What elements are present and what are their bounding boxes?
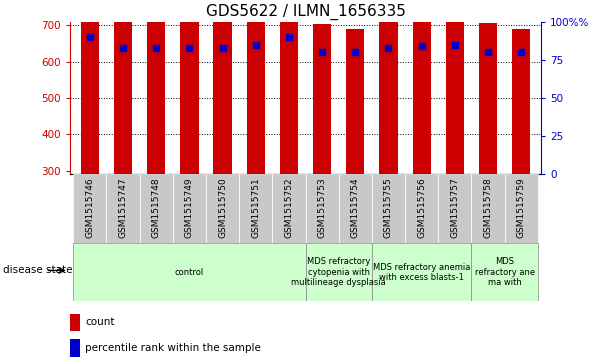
Bar bbox=[147, 2, 165, 174]
Text: GSM1515758: GSM1515758 bbox=[483, 178, 492, 238]
Bar bbox=[73, 174, 106, 243]
Point bbox=[317, 49, 327, 55]
Bar bbox=[70, 339, 80, 357]
Text: GSM1515755: GSM1515755 bbox=[384, 178, 393, 238]
Title: GDS5622 / ILMN_1656335: GDS5622 / ILMN_1656335 bbox=[206, 4, 406, 20]
Bar bbox=[247, 0, 265, 174]
Bar bbox=[70, 314, 80, 331]
Bar bbox=[81, 0, 99, 174]
Bar bbox=[239, 174, 272, 243]
Bar bbox=[372, 243, 471, 301]
Point bbox=[251, 42, 261, 48]
Bar bbox=[305, 243, 372, 301]
Bar bbox=[471, 174, 505, 243]
Text: GSM1515751: GSM1515751 bbox=[251, 178, 260, 238]
Bar bbox=[173, 174, 206, 243]
Bar bbox=[339, 174, 372, 243]
Point bbox=[284, 34, 294, 40]
Bar bbox=[413, 0, 431, 174]
Bar bbox=[305, 174, 339, 243]
Bar bbox=[438, 174, 471, 243]
Point bbox=[384, 45, 393, 50]
Text: GSM1515754: GSM1515754 bbox=[351, 178, 360, 238]
Bar bbox=[446, 0, 464, 174]
Bar bbox=[106, 174, 140, 243]
Bar bbox=[213, 0, 232, 174]
Point bbox=[483, 49, 493, 55]
Bar bbox=[346, 29, 364, 174]
Point bbox=[151, 45, 161, 50]
Text: count: count bbox=[86, 317, 115, 327]
Text: GSM1515752: GSM1515752 bbox=[285, 178, 294, 238]
Text: GSM1515759: GSM1515759 bbox=[517, 178, 526, 238]
Bar bbox=[313, 24, 331, 174]
Point bbox=[118, 45, 128, 50]
Bar bbox=[505, 174, 538, 243]
Text: GSM1515753: GSM1515753 bbox=[317, 178, 326, 238]
Point bbox=[417, 43, 427, 49]
Text: GSM1515746: GSM1515746 bbox=[85, 178, 94, 238]
Bar bbox=[73, 243, 305, 301]
Text: GSM1515757: GSM1515757 bbox=[451, 178, 459, 238]
Bar bbox=[405, 174, 438, 243]
Text: GSM1515756: GSM1515756 bbox=[417, 178, 426, 238]
Text: percentile rank within the sample: percentile rank within the sample bbox=[86, 343, 261, 353]
Bar bbox=[280, 0, 298, 174]
Bar bbox=[379, 1, 398, 174]
Text: GSM1515749: GSM1515749 bbox=[185, 178, 194, 238]
Bar bbox=[512, 29, 530, 174]
Bar bbox=[180, 7, 198, 174]
Text: control: control bbox=[174, 268, 204, 277]
Bar bbox=[372, 174, 405, 243]
Text: disease state: disease state bbox=[3, 265, 72, 276]
Bar bbox=[114, 5, 132, 174]
Text: GSM1515747: GSM1515747 bbox=[119, 178, 128, 238]
Text: GSM1515750: GSM1515750 bbox=[218, 178, 227, 238]
Point bbox=[184, 45, 194, 50]
Bar bbox=[206, 174, 239, 243]
Point bbox=[350, 49, 360, 55]
Bar bbox=[479, 23, 497, 174]
Text: MDS refractory
cytopenia with
multilineage dysplasia: MDS refractory cytopenia with multilinea… bbox=[291, 257, 386, 287]
Point bbox=[516, 49, 526, 55]
Point bbox=[85, 34, 95, 40]
Bar bbox=[471, 243, 538, 301]
Point bbox=[218, 45, 227, 50]
Bar bbox=[140, 174, 173, 243]
Point bbox=[450, 42, 460, 48]
Text: MDS refractory anemia
with excess blasts-1: MDS refractory anemia with excess blasts… bbox=[373, 262, 471, 282]
Text: MDS
refractory ane
ma with: MDS refractory ane ma with bbox=[475, 257, 534, 287]
Bar bbox=[272, 174, 305, 243]
Text: GSM1515748: GSM1515748 bbox=[152, 178, 161, 238]
